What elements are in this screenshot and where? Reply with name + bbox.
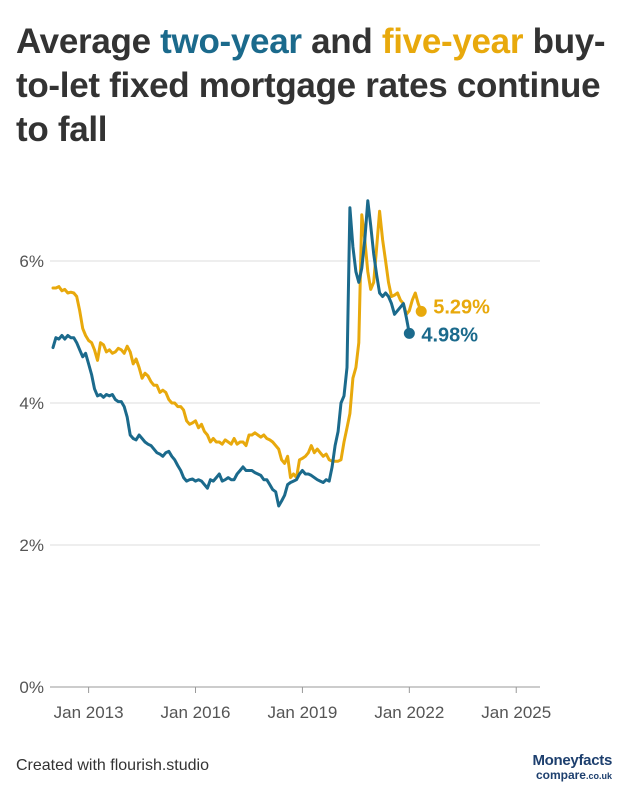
title-part1: Average xyxy=(16,22,161,61)
title-part2: and xyxy=(301,22,382,61)
series-lines xyxy=(51,199,427,508)
x-tick-label: Jan 2013 xyxy=(54,703,124,722)
y-axis: 0% 2% 4% 6% xyxy=(19,252,44,697)
y-tick-label: 0% xyxy=(19,678,44,697)
title-five-year: five-year xyxy=(381,22,524,61)
title-two-year: two-year xyxy=(160,22,302,61)
logo-line2: compare.co.uk xyxy=(532,768,612,784)
end-labels: 5.29% 4.98% xyxy=(421,296,490,346)
logo-line1: Moneyfacts xyxy=(532,752,612,769)
chart-title: Average two-year and five-year buy-to-le… xyxy=(16,20,616,152)
y-tick-label: 2% xyxy=(19,536,44,555)
x-tick-label: Jan 2025 xyxy=(481,703,551,722)
footer-credit: Created with flourish.studio xyxy=(16,757,209,774)
x-tick-label: Jan 2019 xyxy=(267,703,337,722)
moneyfacts-logo: Moneyfacts compare.co.uk xyxy=(532,753,612,784)
y-tick-label: 4% xyxy=(19,394,44,413)
x-tick-label: Jan 2016 xyxy=(161,703,231,722)
series-line-two_year xyxy=(51,199,411,508)
y-tick-label: 6% xyxy=(19,252,44,271)
end-label-five_year: 5.29% xyxy=(433,296,490,318)
x-axis: Jan 2013 Jan 2016 Jan 2019 Jan 2022 Jan 2025 xyxy=(54,687,551,722)
title-part3: buy-to-let fixed mortgage rates continue… xyxy=(16,22,606,149)
line-chart: 0% 2% 4% 6% Jan 2013 Jan 2016 Jan 2019 Jan 202… xyxy=(19,199,551,722)
series-line-five_year xyxy=(51,209,423,480)
logo-compare: compare xyxy=(535,768,586,782)
end-point-five_year xyxy=(415,305,427,317)
grid-lines xyxy=(50,260,540,688)
end-point-two_year xyxy=(403,327,415,339)
logo-suffix: .co.uk xyxy=(585,771,612,781)
end-label-two_year: 4.98% xyxy=(421,324,478,346)
x-tick-label: Jan 2022 xyxy=(374,703,444,722)
